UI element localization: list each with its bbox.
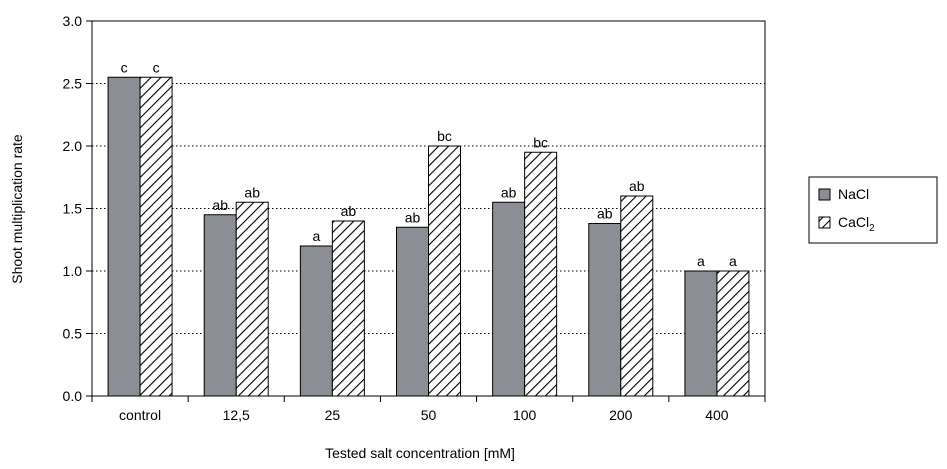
legend-label-cacl2-subscript: 2 — [869, 223, 875, 234]
legend: NaCl CaCl2 — [808, 176, 938, 244]
bar-nacl — [684, 270, 718, 397]
x-tick-label: 12,5 — [223, 407, 250, 423]
y-axis-title: Shoot multiplication rate — [9, 134, 25, 284]
bar-significance-letter: ab — [341, 203, 357, 219]
bar-significance-letter: ab — [597, 206, 613, 222]
bar-nacl — [203, 214, 237, 397]
labels: 0.00.51.01.52.02.53.0c ccontrolabab12,5aa… — [63, 13, 737, 423]
bar-cacl2 — [716, 270, 750, 397]
x-tick-label: 400 — [705, 407, 729, 423]
y-tick-label: 1.0 — [63, 263, 83, 279]
bar-nacl — [107, 76, 141, 397]
bar-cacl2 — [620, 195, 654, 397]
bar-significance-letter: ab — [212, 197, 228, 213]
legend-label-nacl: NaCl — [838, 186, 869, 202]
x-tick-label: 50 — [421, 407, 437, 423]
x-axis-title: Tested salt concentration [mM] — [325, 445, 515, 461]
bar-significance-letter: ab — [629, 178, 645, 194]
bar-significance-letter: ab — [501, 184, 517, 200]
bar-significance-letter: c — [153, 59, 160, 75]
bar-significance-letter: a — [312, 228, 320, 244]
bar-significance-letter: ab — [405, 209, 421, 225]
bar-significance-letter: a — [697, 253, 705, 269]
bar-cacl2 — [428, 145, 461, 397]
bar-significance-letter: c — [121, 59, 128, 75]
bar-significance-letter: bc — [437, 128, 452, 144]
bar-nacl — [299, 245, 333, 397]
y-tick-label: 1.5 — [63, 201, 83, 217]
y-tick-label: 2.0 — [63, 138, 83, 154]
bar-nacl — [492, 201, 526, 397]
y-tick-label: 0.0 — [63, 388, 83, 404]
legend-label-cacl2-main: CaCl — [838, 214, 869, 230]
x-tick-label: 200 — [609, 407, 633, 423]
bar-significance-letter: a — [729, 253, 737, 269]
y-tick-label: 2.5 — [63, 76, 83, 92]
bar-significance-letter: bc — [533, 134, 548, 150]
x-tick-label: 25 — [325, 407, 341, 423]
y-tick-label: 0.5 — [63, 326, 83, 342]
bar-nacl — [396, 226, 429, 397]
bar-cacl2 — [524, 151, 558, 397]
y-tick-label: 3.0 — [63, 13, 83, 29]
legend-box — [808, 176, 938, 244]
x-tick-label: control — [119, 407, 161, 423]
bar-significance-letter: ab — [244, 184, 260, 200]
legend-swatch-cacl2 — [818, 216, 831, 229]
axes — [86, 20, 766, 402]
bar-cacl2 — [235, 201, 269, 397]
bar-cacl2 — [331, 220, 365, 397]
x-tick-label: 100 — [513, 407, 537, 423]
legend-label-cacl2: CaCl2 — [838, 214, 875, 234]
bar-nacl — [588, 223, 622, 397]
bar-cacl2 — [139, 76, 173, 397]
bars — [107, 76, 750, 397]
legend-swatch-nacl — [818, 188, 831, 201]
